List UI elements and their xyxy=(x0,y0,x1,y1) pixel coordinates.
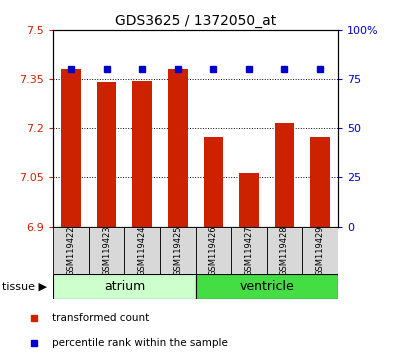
Text: GSM119423: GSM119423 xyxy=(102,225,111,276)
Text: transformed count: transformed count xyxy=(53,313,150,323)
Text: tissue ▶: tissue ▶ xyxy=(2,282,47,292)
Text: GSM119429: GSM119429 xyxy=(316,225,324,276)
Bar xyxy=(196,227,231,274)
Bar xyxy=(124,227,160,274)
Bar xyxy=(132,81,152,227)
Text: atrium: atrium xyxy=(104,280,145,293)
Bar xyxy=(239,172,259,227)
Bar xyxy=(160,227,196,274)
Bar xyxy=(89,227,124,274)
Bar xyxy=(275,124,294,227)
Text: ventricle: ventricle xyxy=(239,280,294,293)
Bar xyxy=(97,82,117,227)
Text: GSM119428: GSM119428 xyxy=(280,225,289,276)
Bar xyxy=(168,69,188,227)
Bar xyxy=(310,137,330,227)
Bar xyxy=(203,137,223,227)
Text: GSM119425: GSM119425 xyxy=(173,225,182,276)
Bar xyxy=(53,227,89,274)
Bar xyxy=(302,227,338,274)
Text: GSM119427: GSM119427 xyxy=(245,225,253,276)
Text: GSM119426: GSM119426 xyxy=(209,225,218,276)
Bar xyxy=(196,274,338,299)
Text: GSM119422: GSM119422 xyxy=(67,225,75,276)
Bar xyxy=(53,274,196,299)
Bar xyxy=(61,69,81,227)
Text: percentile rank within the sample: percentile rank within the sample xyxy=(53,338,228,348)
Title: GDS3625 / 1372050_at: GDS3625 / 1372050_at xyxy=(115,14,276,28)
Text: GSM119424: GSM119424 xyxy=(138,225,147,276)
Bar xyxy=(231,227,267,274)
Bar xyxy=(267,227,302,274)
